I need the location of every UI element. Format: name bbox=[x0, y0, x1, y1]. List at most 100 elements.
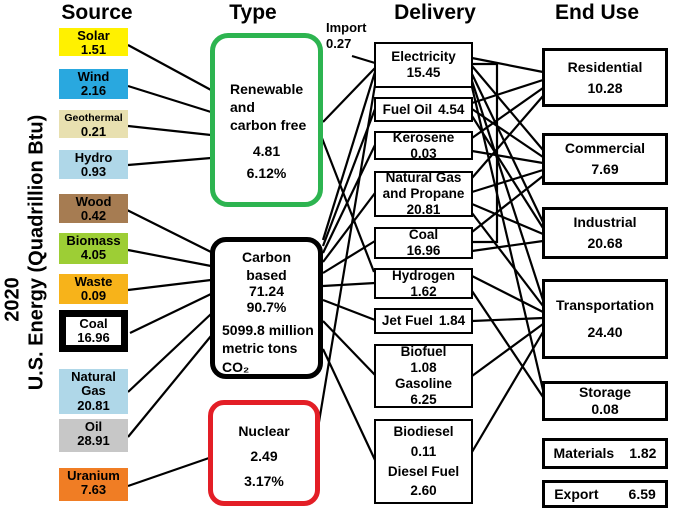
hydro-label: Hydro bbox=[74, 150, 113, 165]
wind-label: Wind bbox=[77, 69, 110, 84]
flow-jet_fuel-to-transportation bbox=[471, 316, 544, 323]
residential-label: Residential bbox=[567, 58, 643, 75]
gasoline-value: 6.25 bbox=[410, 391, 437, 407]
hydrogen-value: 1.62 bbox=[410, 283, 437, 299]
import-label: Import 0.27 bbox=[326, 20, 366, 51]
end-use-node-export: Export 6.59 bbox=[542, 480, 668, 508]
oil-label: Oil bbox=[84, 419, 103, 434]
jet-fuel-value: 1.84 bbox=[438, 313, 466, 329]
source-node-coal: Coal 16.96 bbox=[59, 310, 128, 352]
delivery-node-coal: Coal 16.96 bbox=[374, 227, 473, 259]
flow-carbon-to-natural_gas_propane bbox=[322, 192, 376, 263]
export-value: 6.59 bbox=[628, 485, 656, 502]
end-use-node-materials: Materials 1.82 bbox=[542, 438, 668, 469]
nuclear-value: 2.49 bbox=[250, 448, 278, 465]
axis-units-label: U.S. Energy (Quadrillion Btu) bbox=[25, 114, 48, 391]
flow-natural_gas_propane-to-industrial bbox=[471, 202, 544, 236]
flow-natural_gas_propane-to-residential bbox=[471, 95, 544, 179]
flow-wood-to-carbon bbox=[126, 209, 212, 253]
source-node-solar: Solar 1.51 bbox=[59, 28, 128, 58]
materials-value: 1.82 bbox=[629, 445, 657, 461]
flow-coal-to-carbon bbox=[129, 293, 212, 334]
waste-value: 0.09 bbox=[80, 288, 107, 304]
flow-hydrogen-to-transportation bbox=[471, 275, 544, 313]
coal-label: Coal bbox=[79, 315, 108, 331]
flow-wind-to-renewable bbox=[127, 84, 212, 114]
column-header-end-use: End Use bbox=[554, 1, 640, 24]
renewable-value: 4.81 bbox=[252, 142, 281, 159]
carbon-label: Carbon based bbox=[242, 249, 291, 284]
flow-natural_gas-to-carbon bbox=[127, 313, 212, 393]
end-use-node-transportation: Transportation 24.40 bbox=[542, 279, 668, 359]
fuel-oil-value: 4.54 bbox=[438, 101, 465, 117]
flow-fuel_oil-to-residential bbox=[471, 78, 544, 105]
flow-electricity-to-storage bbox=[470, 86, 545, 391]
source-node-biomass: Biomass 4.05 bbox=[59, 233, 128, 264]
coal-delivery-value: 16.96 bbox=[406, 243, 441, 258]
flow-oil-to-carbon bbox=[127, 335, 212, 438]
axis-year-label: 2020 bbox=[1, 277, 24, 322]
source-node-oil: Oil 28.91 bbox=[59, 419, 128, 452]
end-use-node-commercial: Commercial 7.69 bbox=[542, 133, 668, 185]
kerosene-value: 0.03 bbox=[410, 145, 437, 161]
carbon-co2-note: 5099.8 million metric tons CO₂ bbox=[222, 322, 314, 375]
gasoline-label: Gasoline bbox=[394, 376, 453, 391]
source-node-wind: Wind 2.16 bbox=[59, 69, 128, 99]
kerosene-label: Kerosene bbox=[392, 129, 455, 145]
flow-coal_delivery-to-electricity bbox=[472, 62, 499, 244]
flow-carbon-to-electricity bbox=[321, 71, 377, 241]
flow-uranium-to-nuclear bbox=[127, 456, 210, 488]
type-node-nuclear: Nuclear 2.49 3.17% bbox=[208, 400, 320, 506]
flow-hydro-to-renewable bbox=[127, 156, 212, 167]
biodiesel-value: 0.11 bbox=[410, 443, 437, 459]
storage-label: Storage bbox=[578, 384, 632, 401]
flow-kerosene-to-residential bbox=[471, 87, 544, 139]
flow-hydrogen-to-storage bbox=[471, 290, 544, 398]
geothermal-label: Geothermal bbox=[64, 112, 123, 124]
solar-value: 1.51 bbox=[80, 42, 107, 58]
biomass-label: Biomass bbox=[66, 233, 121, 248]
flow-import-to-electricity bbox=[351, 54, 376, 65]
flow-electricity-to-residential bbox=[471, 56, 544, 74]
carbon-value: 71.24 bbox=[248, 283, 285, 300]
flow-electricity-to-commercial bbox=[471, 65, 544, 151]
solar-label: Solar bbox=[77, 28, 110, 43]
biodiesel-label: Biodiesel bbox=[393, 424, 454, 440]
end-use-node-industrial: Industrial 20.68 bbox=[542, 207, 668, 259]
hydro-value: 0.93 bbox=[80, 164, 107, 180]
fuel-oil-label: Fuel Oil bbox=[382, 101, 433, 117]
wind-value: 2.16 bbox=[80, 83, 107, 99]
flow-renewable-to-electricity bbox=[322, 67, 376, 123]
coal-value: 16.96 bbox=[77, 330, 110, 345]
storage-value: 0.08 bbox=[591, 401, 619, 417]
flow-carbon-to-kerosene bbox=[322, 144, 376, 254]
transportation-label: Transportation bbox=[555, 297, 654, 313]
industrial-label: Industrial bbox=[573, 214, 637, 230]
end-use-node-residential: Residential 10.28 bbox=[542, 48, 668, 107]
delivery-node-biofuel-gasoline: Biofuel 1.08 Gasoline 6.25 bbox=[374, 344, 473, 408]
delivery-node-electricity: Electricity 15.45 bbox=[374, 42, 473, 88]
delivery-node-natural-gas-propane: Natural Gas and Propane 20.81 bbox=[374, 170, 473, 217]
flow-carbon-to-coal_delivery bbox=[322, 240, 376, 274]
waste-label: Waste bbox=[74, 274, 113, 289]
commercial-value: 7.69 bbox=[591, 161, 619, 177]
flow-carbon-to-jet_fuel bbox=[322, 298, 376, 322]
electricity-label: Electricity bbox=[391, 49, 456, 65]
biofuel-label: Biofuel bbox=[400, 344, 447, 360]
delivery-node-jet-fuel: Jet Fuel 1.84 bbox=[374, 308, 473, 334]
source-node-uranium: Uranium 7.63 bbox=[59, 468, 128, 501]
natural-gas-propane-label: Natural Gas and Propane bbox=[382, 170, 465, 202]
source-node-geothermal: Geothermal 0.21 bbox=[59, 110, 128, 138]
delivery-node-kerosene: Kerosene 0.03 bbox=[374, 129, 473, 161]
flow-fuel_oil-to-industrial bbox=[471, 115, 544, 229]
end-use-node-storage: Storage 0.08 bbox=[542, 381, 668, 421]
wood-value: 0.42 bbox=[80, 208, 107, 224]
carbon-percent: 90.7% bbox=[246, 298, 287, 315]
flow-nuclear-to-electricity bbox=[316, 84, 377, 429]
diesel-fuel-value: 2.60 bbox=[410, 483, 437, 499]
residential-value: 10.28 bbox=[587, 79, 623, 96]
natural-gas-label: Natural Gas bbox=[71, 369, 116, 399]
flow-carbon-to-gasoline bbox=[322, 320, 376, 376]
type-node-renewable: Renewable and carbon free 4.81 6.12% bbox=[210, 33, 323, 207]
